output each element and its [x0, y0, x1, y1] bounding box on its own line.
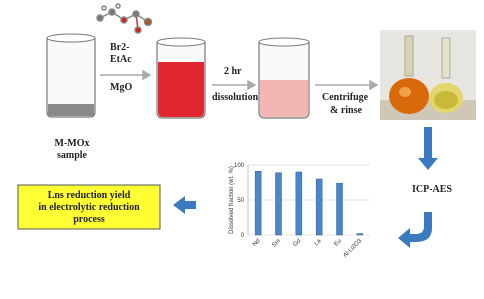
label: 2 hr	[224, 66, 242, 77]
arrow	[315, 79, 379, 91]
bar-chart: Dissolved fraction (wt. %) 0 50 100 Nd Sm Gd L…	[229, 163, 370, 259]
label: Br2-	[110, 42, 129, 53]
label: sample	[57, 150, 88, 161]
label: & rinse	[330, 105, 363, 116]
label: process	[73, 214, 105, 225]
label: in electrolytic reduction	[38, 202, 140, 213]
bar	[356, 233, 364, 236]
x-tick-label: Sm	[271, 238, 282, 249]
arrow	[173, 196, 196, 214]
x-tick-label: Al-Li2O3	[342, 238, 363, 259]
label: EtAc	[110, 54, 132, 65]
y-tick-label: 50	[237, 198, 244, 204]
y-tick-label: 0	[241, 233, 245, 239]
y-axis-label: Dissolved fraction (wt. %)	[229, 166, 235, 234]
y-tick-label: 100	[234, 163, 245, 169]
bar	[254, 171, 262, 236]
arrow	[212, 79, 257, 91]
molecule	[96, 3, 153, 34]
x-tick-label: Eu	[333, 238, 342, 247]
label: M-MOx	[55, 138, 90, 149]
result-box	[17, 184, 161, 230]
beaker-red	[156, 37, 206, 119]
bar	[315, 178, 323, 236]
label: dissolution	[212, 92, 259, 103]
arrow	[398, 212, 432, 248]
x-tick-label: La	[314, 238, 323, 247]
bar	[295, 171, 303, 236]
arrow	[418, 127, 438, 170]
beaker-empty	[46, 33, 96, 118]
label: Centrifuge	[322, 92, 369, 103]
x-tick-label: Nd	[252, 238, 262, 248]
label: Lns reduction yield	[48, 190, 131, 201]
beaker-pink	[258, 37, 310, 119]
x-tick-label: Gd	[292, 238, 302, 248]
arrow	[100, 69, 152, 81]
label: MgO	[110, 82, 132, 93]
label: ICP-AES	[412, 184, 452, 195]
photo	[380, 30, 476, 120]
bar	[336, 182, 343, 236]
bar	[275, 172, 282, 236]
